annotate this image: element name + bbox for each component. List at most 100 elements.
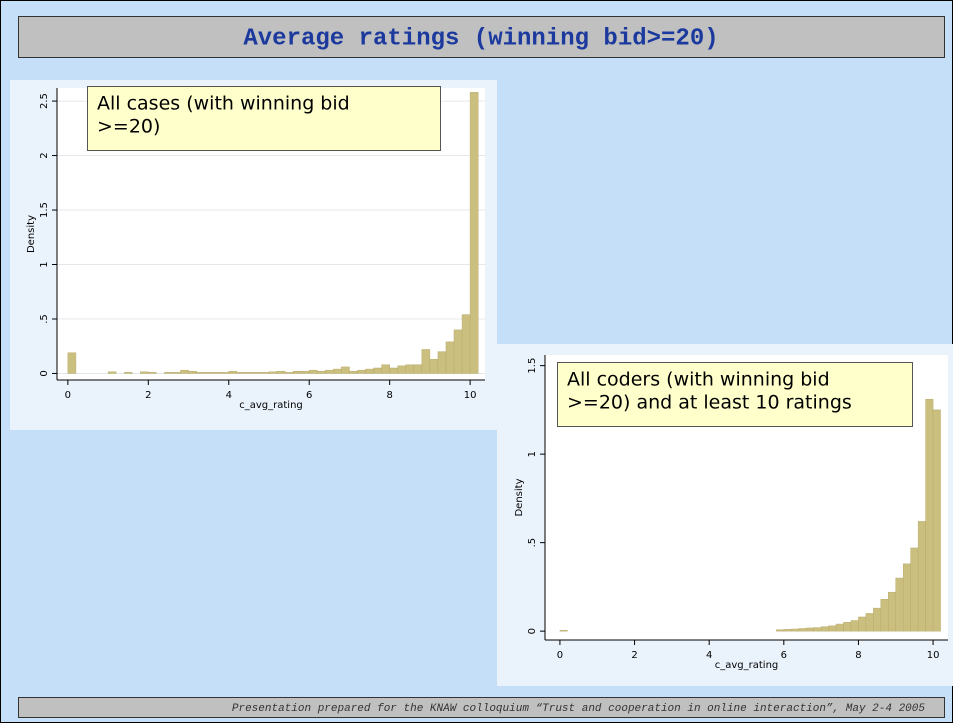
bar [381, 364, 390, 374]
bar [850, 620, 859, 632]
x-tick-label: 0 [557, 650, 563, 661]
bar [791, 628, 799, 632]
bar [236, 372, 246, 374]
bar [902, 563, 911, 632]
y-tick-label: 0 [39, 370, 50, 376]
y-tick-label: 1 [39, 261, 50, 267]
x-tick-label: 2 [631, 650, 637, 661]
title-bar [18, 16, 945, 58]
annotation: All cases (with winning bid [97, 93, 350, 115]
x-axis-label: c_avg_rating [239, 400, 303, 411]
annotation-box [87, 86, 441, 151]
x-tick-label: 6 [781, 650, 787, 661]
slide-title: Average ratings (winning bid>=20) [243, 25, 718, 52]
bar [341, 366, 350, 374]
bar [164, 372, 173, 374]
bar [148, 372, 157, 374]
bar [349, 371, 358, 374]
footer: Presentation prepared for the KNAW collo… [232, 703, 926, 715]
bar [397, 365, 407, 374]
bar [820, 626, 829, 632]
bar [843, 622, 852, 632]
x-tick-label: 10 [464, 390, 477, 401]
bar [389, 367, 398, 374]
bar [284, 372, 294, 374]
bar [196, 372, 205, 374]
bar [783, 629, 792, 632]
bar [828, 625, 837, 632]
bar [873, 607, 882, 632]
y-tick-label: .5 [39, 314, 50, 324]
bar [865, 613, 874, 632]
bar [835, 623, 844, 632]
y-tick-label: 1 [527, 451, 538, 457]
bar [107, 371, 117, 374]
x-tick-label: 2 [145, 390, 151, 401]
bar [895, 577, 904, 632]
bar [140, 371, 149, 374]
bar [917, 521, 926, 632]
bar [910, 547, 919, 632]
bar [333, 368, 342, 374]
bar [776, 629, 785, 632]
bar [67, 352, 77, 374]
bar [292, 371, 302, 374]
y-tick-label: 2 [39, 152, 50, 158]
bar [469, 92, 479, 374]
y-tick-label: .5 [527, 538, 538, 548]
bar [228, 371, 238, 374]
bar [880, 599, 889, 632]
bar [421, 349, 431, 374]
x-tick-label: 8 [386, 390, 392, 401]
x-tick-label: 4 [706, 650, 712, 661]
bar [813, 627, 822, 632]
bar [172, 372, 181, 374]
bar [188, 371, 197, 374]
bar [805, 627, 814, 632]
bar [325, 369, 334, 374]
x-tick-label: 6 [306, 390, 312, 401]
x-tick-label: 10 [927, 650, 940, 661]
y-axis-label: Density [514, 478, 525, 516]
x-axis-label: c_avg_rating [715, 660, 779, 671]
y-tick-label: 2.5 [39, 93, 50, 109]
bar [405, 364, 415, 374]
bar [925, 399, 934, 632]
y-tick-label: 1.5 [527, 358, 538, 374]
x-tick-label: 0 [65, 390, 71, 401]
x-tick-label: 8 [855, 650, 861, 661]
bar [308, 369, 318, 374]
bar [373, 367, 382, 374]
bar [445, 341, 455, 374]
bar [276, 371, 286, 374]
bar [559, 630, 568, 632]
bar [123, 372, 133, 374]
annotation-box [557, 362, 913, 427]
bar [357, 369, 366, 374]
bar [798, 628, 807, 632]
bar [180, 369, 189, 374]
bar [260, 372, 270, 374]
bar [888, 591, 897, 632]
bar [932, 409, 941, 632]
annotation: >=20) [97, 116, 160, 138]
y-tick-label: 0 [527, 628, 538, 634]
bar [317, 371, 326, 374]
bar [220, 372, 230, 374]
footer-bar [18, 697, 945, 718]
bar [365, 368, 374, 374]
bar [453, 329, 463, 374]
bar [858, 616, 867, 632]
bar [437, 351, 447, 374]
bar [204, 372, 213, 374]
bar [300, 371, 310, 374]
y-tick-label: 1.5 [39, 202, 50, 218]
x-tick-label: 4 [226, 390, 232, 401]
bar [244, 372, 254, 374]
bar [461, 314, 471, 374]
bar [212, 372, 221, 374]
y-axis-label: Density [26, 215, 37, 253]
bar [268, 371, 278, 374]
